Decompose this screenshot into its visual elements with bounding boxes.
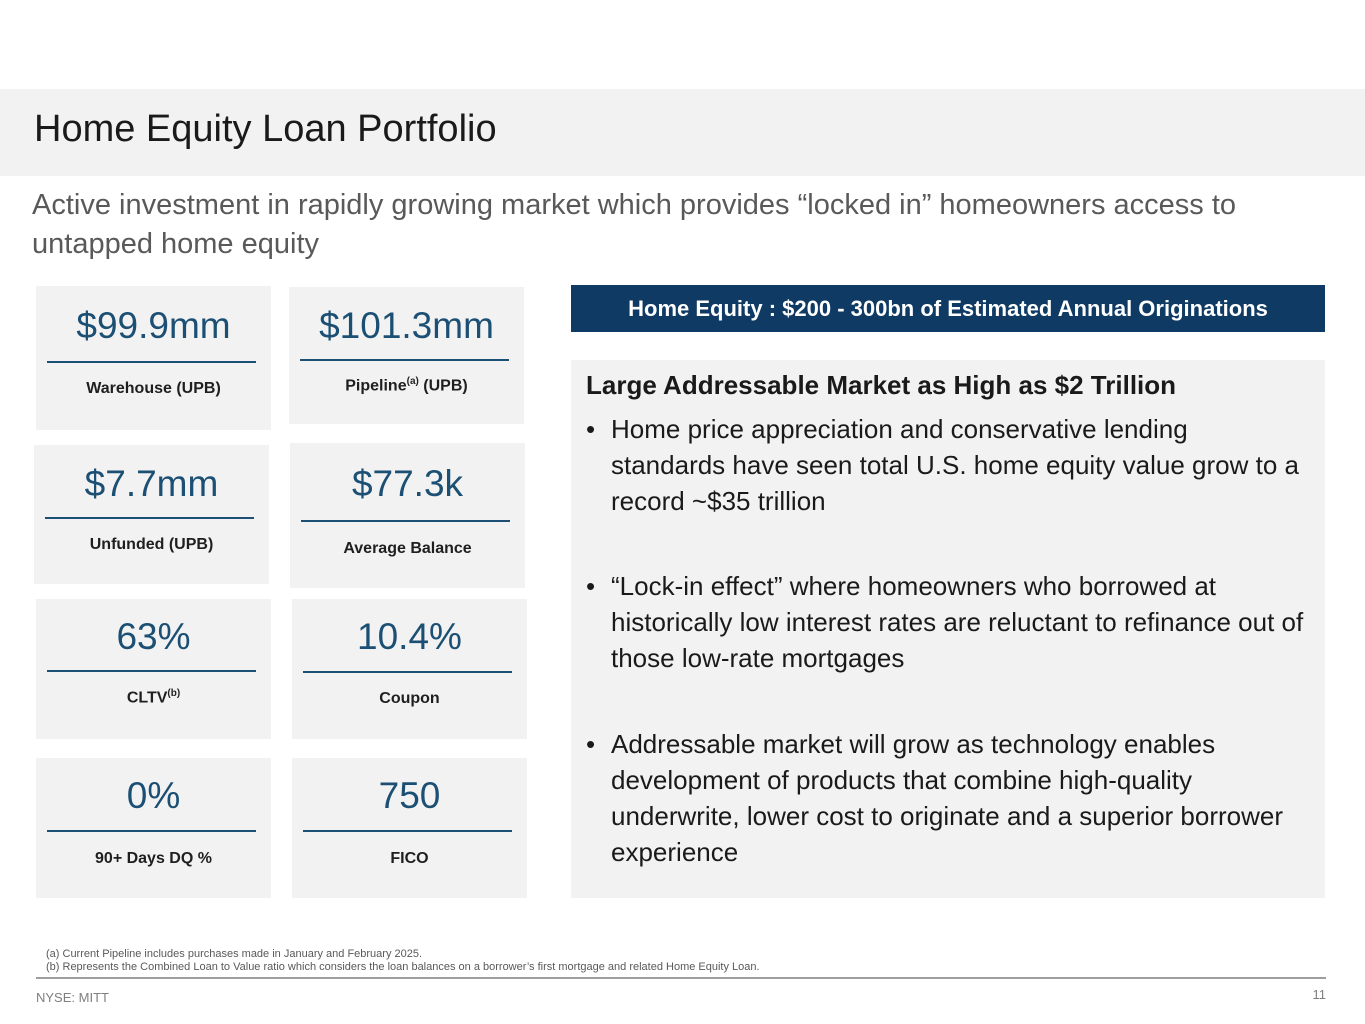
metric-value: 750 bbox=[378, 775, 441, 816]
metric-value: 10.4% bbox=[357, 616, 462, 657]
page-subtitle: Active investment in rapidly growing mar… bbox=[32, 189, 1237, 260]
metric-divider bbox=[303, 830, 512, 832]
title-band bbox=[0, 89, 1365, 176]
metric-divider bbox=[300, 359, 509, 361]
footer-divider bbox=[36, 977, 1326, 979]
metric-value: $7.7mm bbox=[84, 463, 219, 504]
footnotes: (a) Current Pipeline includes purchases … bbox=[46, 948, 760, 974]
metric-value: $99.9mm bbox=[76, 305, 231, 346]
metric-label: FICO bbox=[390, 850, 429, 867]
ticker-label: NYSE: MITT bbox=[36, 990, 109, 1005]
metric-label: Average Balance bbox=[343, 540, 472, 557]
metric-fico: 750 FICO bbox=[292, 758, 527, 898]
footnote-b: (b) Represents the Combined Loan to Valu… bbox=[46, 961, 760, 973]
footnote-ref-b: (b) bbox=[167, 688, 181, 699]
metric-label-main: Pipeline bbox=[345, 377, 407, 395]
metric-value: $77.3k bbox=[351, 463, 464, 504]
metric-label: 90+ Days DQ % bbox=[95, 850, 212, 867]
metric-divider bbox=[301, 520, 510, 522]
bullet-text: Home price appreciation and conservative… bbox=[611, 414, 1299, 516]
bullet-dot: • bbox=[586, 571, 596, 601]
metric-divider bbox=[303, 671, 512, 673]
metric-warehouse: $99.9mm Warehouse (UPB) bbox=[36, 286, 271, 430]
metric-label: Unfunded (UPB) bbox=[89, 536, 214, 553]
panel-heading: Large Addressable Market as High as $2 T… bbox=[586, 370, 1177, 400]
originations-banner: Home Equity : $200 - 300bn of Estimated … bbox=[571, 285, 1325, 332]
metric-label-tail: (UPB) bbox=[418, 377, 468, 395]
metric-divider bbox=[45, 517, 254, 519]
footnote-a: (a) Current Pipeline includes purchases … bbox=[46, 948, 423, 960]
metric-coupon: 10.4% Coupon bbox=[292, 599, 527, 739]
market-panel: Large Addressable Market as High as $2 T… bbox=[571, 360, 1325, 898]
metric-label: Pipeline(a) (UPB) bbox=[289, 376, 524, 395]
metric-label-main: CLTV bbox=[126, 689, 168, 707]
metric-divider bbox=[47, 361, 256, 363]
metric-value: 63% bbox=[116, 616, 191, 657]
metric-value: $101.3mm bbox=[319, 305, 494, 346]
metric-pipeline: $101.3mm Pipeline(a) (UPB) bbox=[289, 287, 524, 424]
footnote-ref-a: (a) bbox=[406, 376, 419, 387]
bullet-dot: • bbox=[586, 414, 596, 444]
metric-value: 0% bbox=[126, 775, 181, 816]
bullet-dot: • bbox=[586, 729, 596, 759]
metric-divider bbox=[47, 670, 256, 672]
metric-label: Warehouse (UPB) bbox=[86, 380, 221, 397]
metric-average-balance: $77.3k Average Balance bbox=[290, 443, 525, 588]
metric-divider bbox=[47, 830, 256, 832]
metric-label: CLTV(b) bbox=[36, 688, 271, 707]
page-number: 11 bbox=[1312, 987, 1327, 1002]
bullet-text: “Lock-in effect” where homeowners who bo… bbox=[611, 571, 1304, 673]
metric-label: Coupon bbox=[379, 690, 440, 707]
bullet-text: Addressable market will grow as technolo… bbox=[611, 729, 1284, 867]
metric-cltv: 63% CLTV(b) bbox=[36, 599, 271, 739]
metric-delinquency: 0% 90+ Days DQ % bbox=[36, 758, 271, 898]
page-title: Home Equity Loan Portfolio bbox=[34, 108, 497, 150]
metric-unfunded: $7.7mm Unfunded (UPB) bbox=[34, 445, 269, 584]
